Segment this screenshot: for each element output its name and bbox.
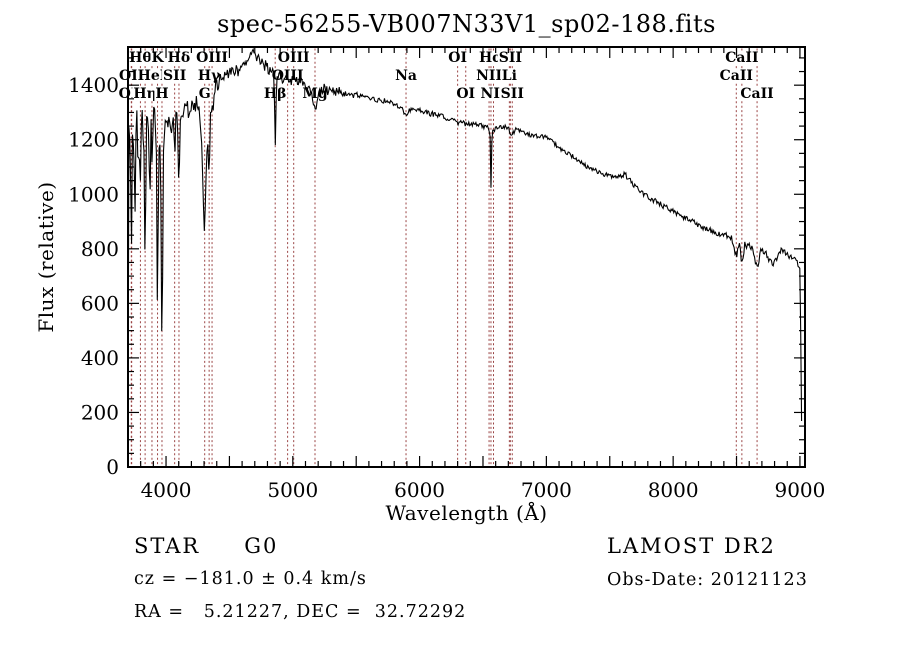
- x-tick-label: 8000: [648, 478, 699, 502]
- label-backdrop: [197, 87, 212, 101]
- y-tick-label: 200: [81, 400, 119, 424]
- spectral-line-label: Hα: [479, 50, 503, 66]
- label-backdrop: [128, 51, 153, 65]
- y-tick-label: 1400: [68, 73, 119, 97]
- label-backdrop: [499, 87, 525, 101]
- y-tick-label: 800: [81, 237, 119, 261]
- x-tick-label: 9000: [774, 478, 825, 502]
- spectral-line-label: Hδ: [168, 50, 191, 66]
- spectral-line-label: K: [151, 50, 164, 66]
- label-backdrop: [497, 51, 523, 65]
- spectral-line-label: SII: [499, 50, 522, 66]
- spectral-line-label: SII: [501, 86, 524, 102]
- label-backdrop: [150, 51, 166, 65]
- spectral-line-label: Li: [502, 68, 517, 84]
- label-backdrop: [136, 69, 168, 83]
- spectral-line-labels: OIIOIIHθHηHeIKHSIIHδGHγOIIIHβOIIIOIIIMgN…: [117, 50, 775, 102]
- plot-frame: [127, 46, 806, 468]
- label-backdrop: [739, 87, 775, 101]
- label-backdrop: [154, 87, 170, 101]
- x-axis-title: Wavelength (Å): [385, 501, 548, 525]
- label-backdrop: [262, 87, 288, 101]
- label-backdrop: [477, 51, 505, 65]
- classification-row: STAR G0: [134, 534, 278, 558]
- x-tick-labels: 4000 5000 6000 7000 8000 9000: [141, 478, 826, 502]
- spectral-line-label: OIII: [196, 50, 228, 66]
- spectral-line-label: Hβ: [264, 86, 287, 102]
- object-subclass: G0: [244, 534, 279, 558]
- label-backdrop: [276, 51, 311, 65]
- spectral-line-label: Hη: [133, 86, 156, 102]
- ra-dec-label: RA = 5.21227, DEC = 32.72292: [134, 602, 467, 622]
- survey-label: LAMOST DR2: [607, 534, 776, 558]
- label-backdrop: [394, 69, 418, 83]
- label-backdrop: [162, 69, 188, 83]
- spectral-line-label: Hθ: [129, 50, 152, 66]
- spectral-line-label: HeI: [138, 68, 167, 84]
- label-backdrop: [718, 69, 754, 83]
- spectral-line-label: CaII: [740, 86, 773, 102]
- label-backdrop: [724, 51, 760, 65]
- y-tick-label: 600: [81, 291, 119, 315]
- spectral-line-label: Na: [395, 68, 417, 84]
- plot-title: spec-56255-VB007N33V1_sp02-188.fits: [217, 10, 716, 38]
- spectral-line-label: NII: [476, 68, 502, 84]
- spectral-line-label: SII: [163, 68, 186, 84]
- spectral-line-label: H: [155, 86, 168, 102]
- y-tick-label: 1000: [68, 182, 119, 206]
- spectral-line-markers: [130, 48, 758, 466]
- spectral-line-label: Hγ: [198, 68, 221, 84]
- flux-series-line: [127, 47, 803, 446]
- y-tick-label: 0: [106, 455, 119, 479]
- label-backdrop: [195, 51, 229, 65]
- y-tick-label: 1200: [68, 128, 119, 152]
- spectral-line-label: OIII: [278, 50, 310, 66]
- spectral-line-label: OI: [456, 86, 475, 102]
- y-tick-label: 400: [81, 346, 119, 370]
- axes: [127, 46, 806, 468]
- label-backdrop: [447, 51, 469, 65]
- y-axis-title: Flux (relative): [34, 181, 58, 333]
- x-tick-label: 7000: [521, 478, 572, 502]
- label-backdrop: [475, 69, 504, 83]
- spectrum-curve: [127, 47, 803, 446]
- x-tick-label: 6000: [394, 478, 445, 502]
- radial-velocity-label: cz = −181.0 ± 0.4 km/s: [134, 569, 367, 589]
- label-backdrop: [132, 87, 158, 101]
- obs-date-label: Obs-Date: 20121123: [607, 570, 808, 590]
- label-backdrop: [500, 69, 518, 83]
- spectral-line-label: CaII: [720, 68, 753, 84]
- y-tick-labels: 0 200 400 600 800 1000 1200 1400: [68, 73, 119, 479]
- x-tick-label: 4000: [141, 478, 192, 502]
- spectral-line-label: G: [199, 86, 211, 102]
- object-class: STAR: [134, 534, 201, 558]
- spectral-line-label: CaII: [725, 50, 758, 66]
- label-backdrop: [455, 87, 477, 101]
- x-tick-label: 5000: [267, 478, 318, 502]
- spectral-line-label: OI: [448, 50, 467, 66]
- label-backdrop: [166, 51, 192, 65]
